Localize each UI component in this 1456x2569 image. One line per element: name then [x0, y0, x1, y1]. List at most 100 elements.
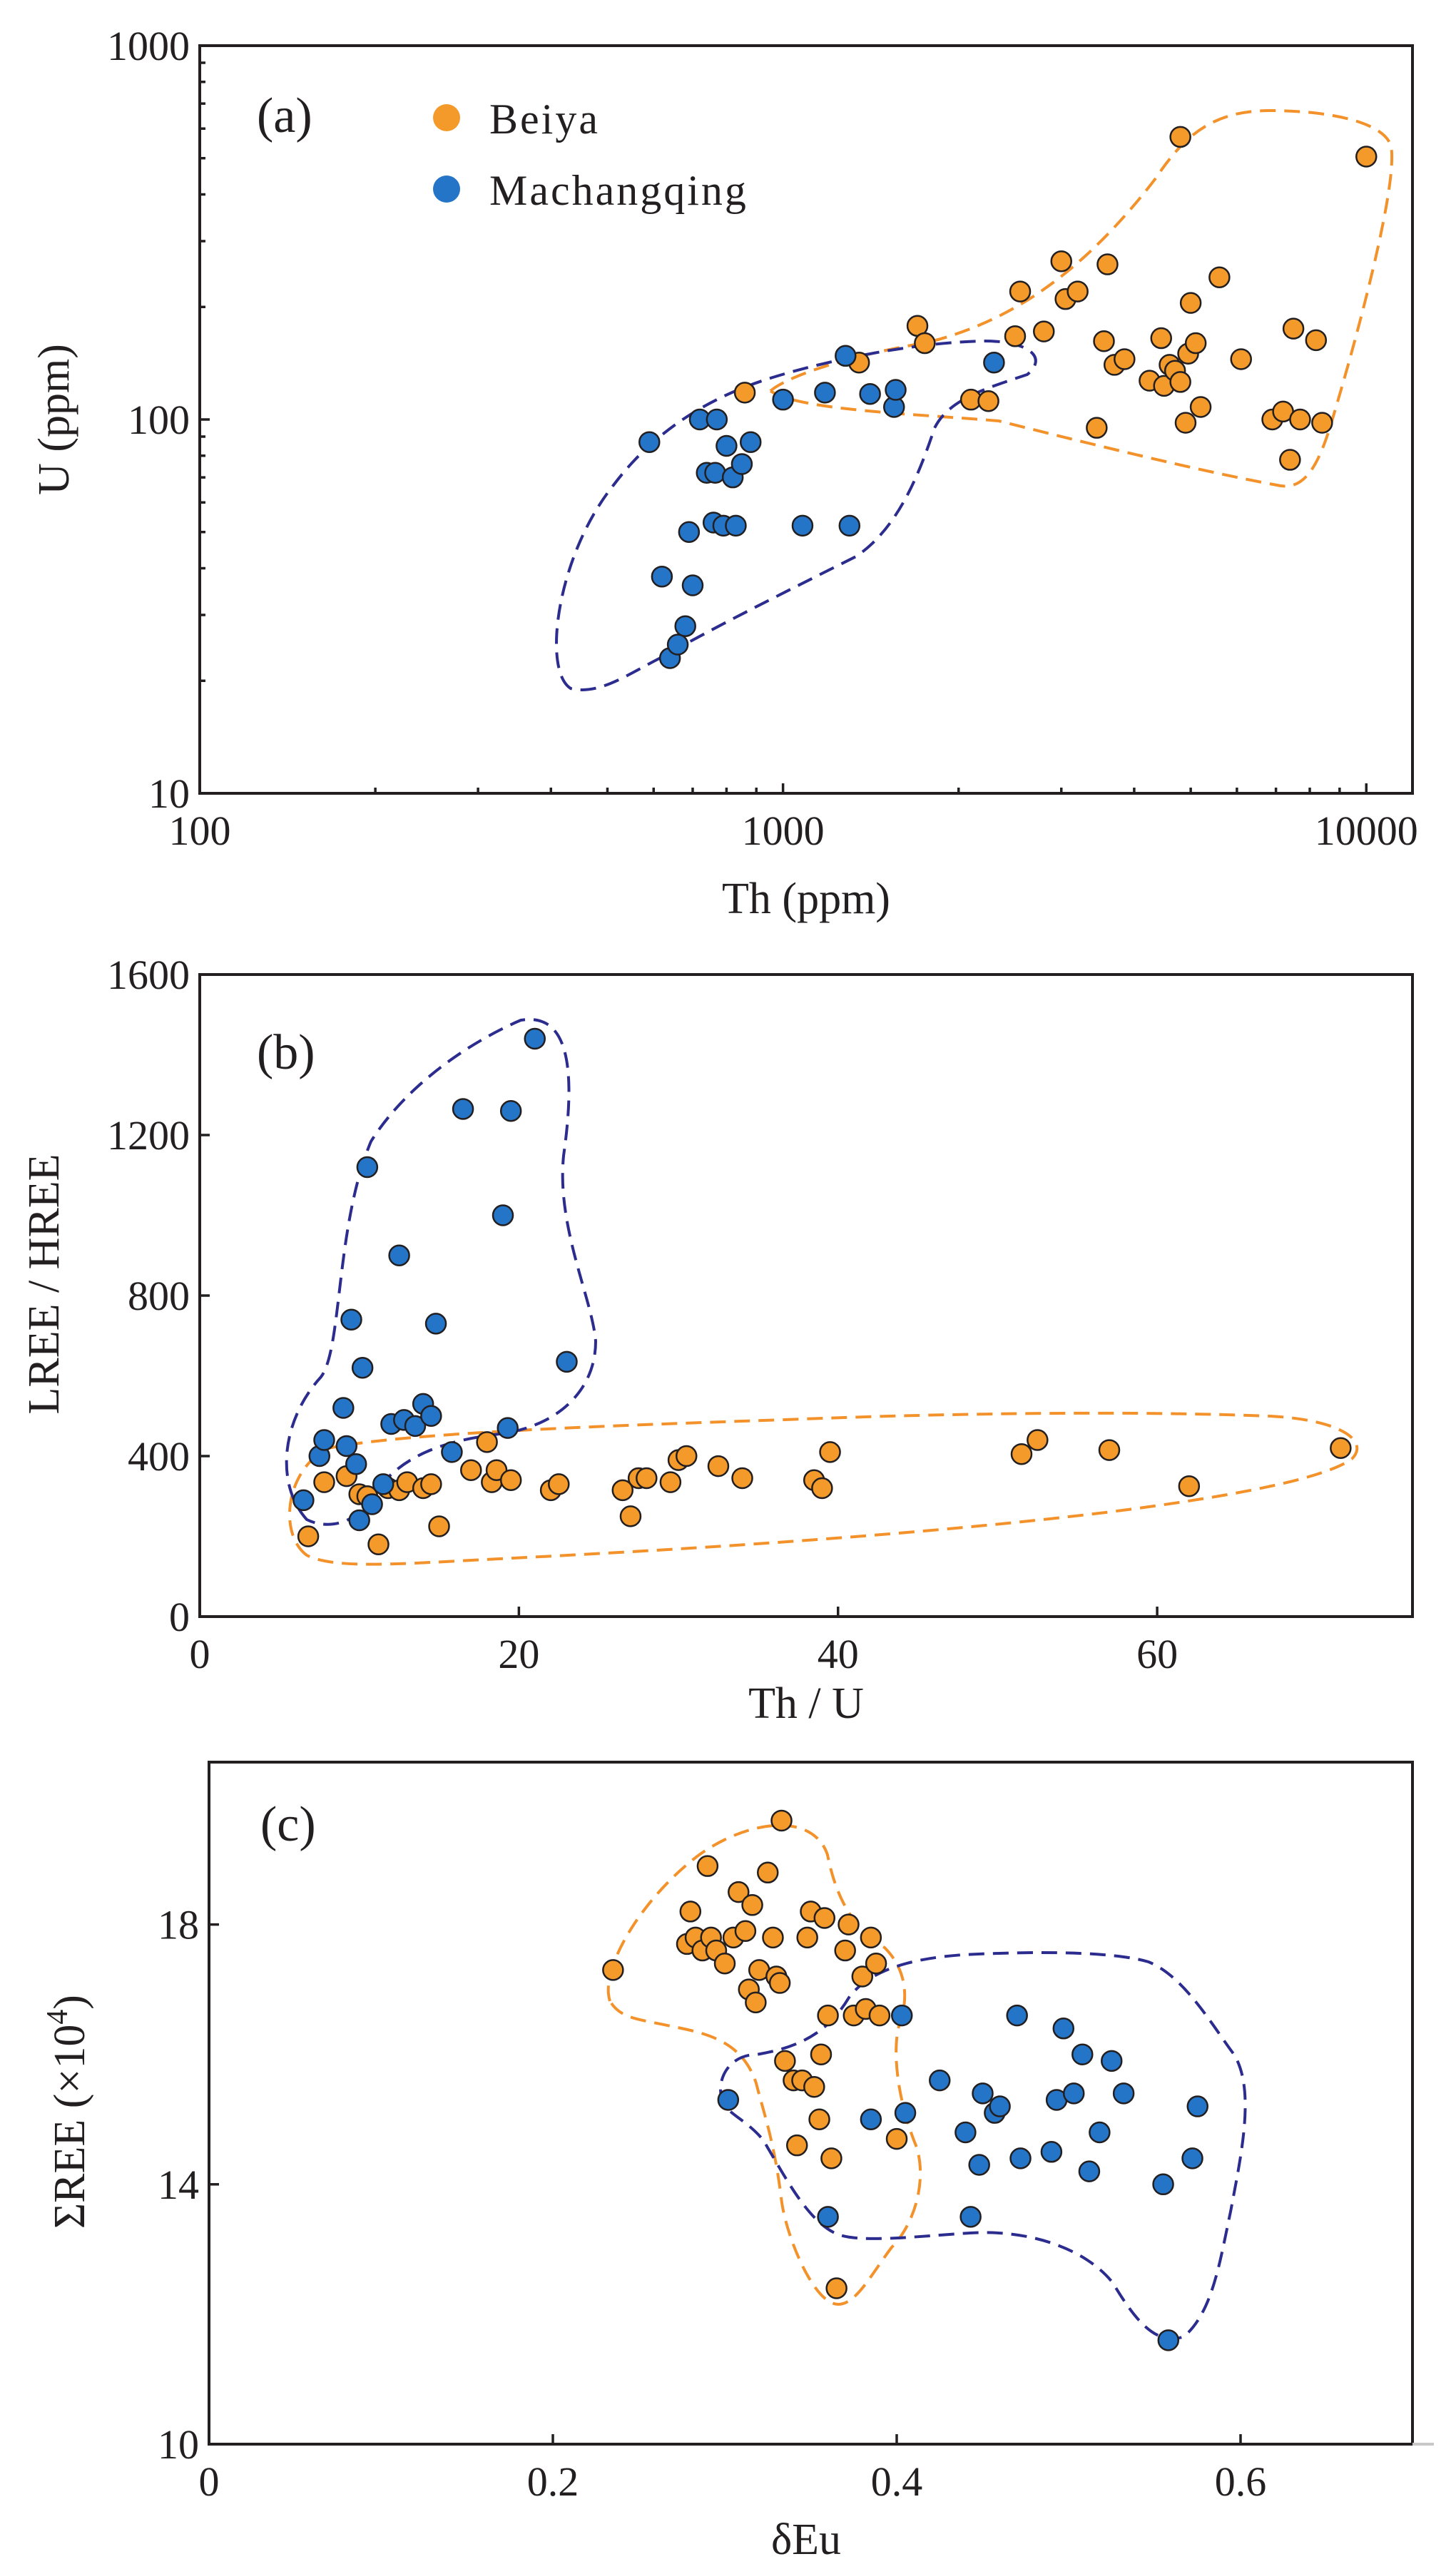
panel-a-machangqing-envelope — [555, 339, 1037, 691]
x-tick-label: 40 — [818, 1631, 859, 1677]
panel-c-ylabel-main: ΣREE (×10 — [46, 2025, 94, 2229]
beiya-point — [860, 1926, 882, 1949]
beiya-point — [865, 1952, 887, 1975]
y-tick-label: 14 — [158, 2162, 199, 2208]
panel-b-ticks: 0 20 40 60 0 400 800 1200 1600 — [107, 952, 1178, 1677]
panel-c-label: (c) — [260, 1797, 316, 1852]
y-tick-label: 800 — [128, 1273, 190, 1319]
machangqing-point — [424, 1313, 447, 1335]
machangqing-point — [678, 521, 701, 543]
machangqing-point — [739, 431, 762, 453]
beiya-point — [838, 1913, 860, 1935]
machangqing-point — [674, 615, 696, 637]
panel-a-ylabel: U (ppm) — [30, 344, 78, 495]
legend-marker-beiya — [433, 104, 460, 131]
beiya-point — [297, 1525, 320, 1547]
beiya-point — [811, 1477, 833, 1500]
machangqing-point — [651, 565, 673, 588]
panel-b-ylabel: LREE / HREE — [20, 1154, 68, 1414]
machangqing-point — [725, 514, 747, 537]
machangqing-point — [1006, 2004, 1028, 2027]
y-tick-label: 18 — [158, 1902, 199, 1948]
machangqing-point — [772, 388, 794, 411]
machangqing-point — [348, 1509, 370, 1532]
machangqing-point — [706, 408, 728, 431]
beiya-point — [428, 1515, 450, 1537]
machangqing-point — [1078, 2160, 1101, 2182]
beiya-point — [733, 382, 756, 404]
panel-b-label: (b) — [257, 1025, 315, 1080]
beiya-point — [1184, 332, 1207, 355]
beiya-point — [762, 1926, 784, 1949]
beiya-point — [675, 1445, 698, 1467]
legend-marker-machangqing — [433, 175, 460, 203]
legend-label-beiya: Beiya — [489, 96, 600, 143]
machangqing-point — [716, 434, 738, 457]
panel-a-beiya-envelope — [768, 108, 1393, 488]
beiya-point — [1230, 348, 1252, 370]
beiya-point — [707, 1455, 730, 1477]
machangqing-point — [1152, 2173, 1174, 2196]
panel-c-points — [602, 1809, 1208, 2351]
x-tick-label: 20 — [498, 1631, 539, 1677]
machangqing-point — [372, 1473, 394, 1495]
machangqing-point — [556, 1350, 578, 1373]
machangqing-point — [929, 2069, 951, 2092]
machangqing-point — [1009, 2147, 1032, 2169]
machangqing-point — [1052, 2018, 1075, 2040]
panel-c-ticks: 0 0.2 0.4 0.6 10 14 18 — [158, 1902, 1266, 2505]
machangqing-point — [388, 1244, 410, 1266]
machangqing-point — [1112, 2082, 1135, 2105]
beiya-point — [734, 1920, 757, 1942]
beiya-point — [1009, 280, 1032, 302]
beiya-point — [611, 1479, 634, 1502]
machangqing-point — [983, 351, 1005, 374]
machangqing-point — [1181, 2147, 1203, 2169]
panel-a-points — [638, 126, 1378, 669]
beiya-point — [731, 1467, 753, 1490]
beiya-point — [713, 1952, 736, 1975]
beiya-point — [1050, 250, 1072, 273]
beiya-point — [774, 2050, 796, 2072]
panel-b-xlabel: Th / U — [748, 1679, 864, 1728]
machangqing-point — [838, 514, 861, 537]
beiya-point — [728, 1881, 750, 1903]
beiya-point — [1114, 348, 1136, 370]
machangqing-point — [1062, 2082, 1085, 2105]
beiya-point — [813, 1907, 836, 1929]
beiya-point — [785, 2134, 808, 2157]
machangqing-point — [1040, 2141, 1063, 2163]
x-tick-label: 100 — [169, 808, 231, 854]
panel-b: 0 20 40 60 0 400 800 1200 1600 (b) Th / U LREE /… — [20, 952, 1414, 1728]
beiya-point — [810, 2043, 833, 2065]
machangqing-point — [492, 1204, 514, 1226]
beiya-point — [834, 1939, 856, 1962]
machangqing-point — [717, 2089, 740, 2111]
beiya-point — [1289, 408, 1311, 431]
machangqing-point — [791, 514, 814, 537]
beiya-point — [819, 1441, 841, 1463]
machangqing-point — [335, 1435, 358, 1458]
beiya-point — [1305, 329, 1328, 352]
beiya-point — [1179, 292, 1202, 314]
machangqing-point — [814, 382, 836, 404]
beiya-point — [1086, 417, 1108, 439]
y-tick-label: 10 — [158, 2421, 199, 2468]
beiya-point — [476, 1431, 498, 1453]
beiya-point — [825, 2277, 847, 2299]
panel-c-ylabel-superscript: 4 — [41, 2010, 74, 2025]
beiya-point — [885, 2127, 908, 2150]
beiya-point — [745, 1991, 767, 2014]
beiya-point — [1150, 327, 1172, 350]
beiya-point — [768, 1972, 791, 1994]
beiya-point — [851, 1965, 874, 1988]
beiya-point — [817, 2004, 839, 2027]
beiya-point — [1279, 449, 1301, 471]
machangqing-point — [835, 345, 857, 367]
x-tick-label: 0.4 — [871, 2458, 923, 2505]
machangqing-point — [989, 2095, 1011, 2117]
machangqing-point — [959, 2206, 982, 2228]
y-tick-label: 10 — [148, 770, 190, 817]
